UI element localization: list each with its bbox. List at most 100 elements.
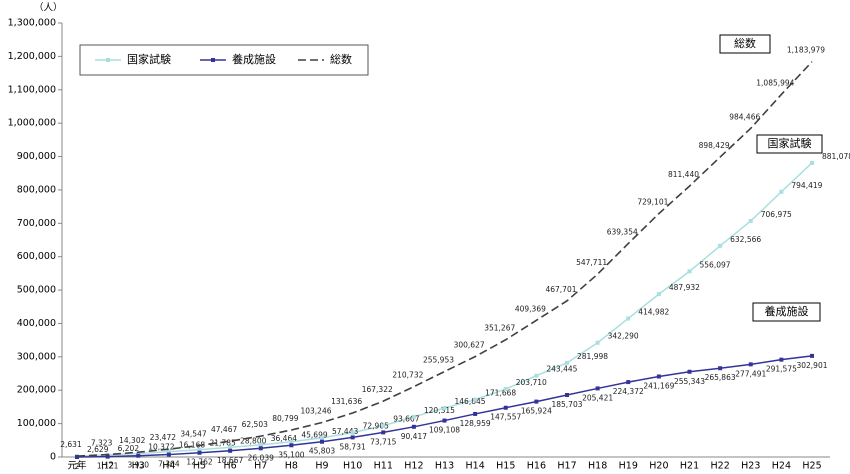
- point: [534, 373, 539, 378]
- value-label: 210,732: [392, 371, 423, 380]
- value-label: 255,953: [423, 356, 454, 365]
- point: [565, 360, 569, 365]
- value-label: 281,998: [577, 352, 608, 361]
- value-label: 224,372: [613, 387, 644, 396]
- value-label: 243,445: [546, 365, 577, 374]
- point: [350, 430, 355, 435]
- value-label: 185,703: [551, 400, 582, 409]
- series-line: [76, 61, 813, 457]
- point: [626, 316, 631, 321]
- x-tick-label: H14: [466, 461, 485, 472]
- x-tick-label: H21: [680, 461, 699, 472]
- value-label: 351,267: [484, 324, 515, 333]
- value-label: 2,631: [60, 440, 82, 449]
- y-tick-label: 1,100,000: [8, 84, 56, 95]
- x-tick-label: 元年: [67, 460, 87, 472]
- point: [595, 340, 600, 345]
- value-label: 73,715: [370, 437, 396, 446]
- y-tick-label: 800,000: [17, 184, 56, 195]
- point: [166, 449, 171, 454]
- value-label: 47,467: [211, 425, 237, 434]
- value-label: 414,982: [638, 307, 669, 316]
- point: [258, 446, 263, 451]
- point: [779, 189, 784, 194]
- value-label: 547,711: [576, 258, 607, 267]
- x-tick-label: H15: [496, 461, 515, 472]
- point: [350, 435, 355, 440]
- x-tick-label: H5: [193, 461, 206, 472]
- value-label: 203,710: [516, 378, 547, 387]
- value-label: 14,302: [119, 436, 145, 445]
- y-tick-label: 300,000: [17, 351, 56, 362]
- point: [136, 453, 141, 458]
- y-tick-label: 700,000: [17, 218, 56, 229]
- point: [534, 399, 539, 404]
- value-label: 729,101: [637, 198, 668, 207]
- value-label: 881,078: [822, 152, 850, 161]
- point: [687, 269, 692, 274]
- value-label: 90,417: [401, 432, 427, 441]
- value-label: 7,323: [91, 439, 113, 448]
- annotation-box: [756, 134, 823, 154]
- legend-label: 総数: [330, 52, 352, 66]
- y-tick-label: 0: [50, 452, 56, 463]
- value-label: 26,039: [248, 453, 274, 462]
- point: [228, 448, 233, 453]
- point: [473, 397, 478, 402]
- annotation: 養成施設: [765, 304, 809, 318]
- y-tick-label: 200,000: [17, 385, 56, 396]
- y-tick-label: 900,000: [17, 151, 56, 162]
- x-tick-label: H24: [772, 461, 791, 472]
- point: [228, 445, 233, 450]
- x-tick-label: H11: [374, 461, 393, 472]
- x-tick-label: H10: [343, 461, 362, 472]
- legend-marker: [106, 58, 110, 62]
- point: [289, 439, 294, 444]
- value-label: 165,924: [521, 407, 552, 416]
- point: [197, 447, 202, 452]
- point: [595, 386, 600, 391]
- y-tick-label: 600,000: [17, 251, 56, 262]
- point: [411, 414, 416, 419]
- value-label: 3,930: [128, 461, 150, 470]
- point: [136, 451, 141, 456]
- x-tick-label: H17: [557, 461, 576, 472]
- value-label: 103,246: [300, 407, 331, 416]
- point: [75, 454, 79, 459]
- value-label: 16,168: [179, 441, 205, 450]
- y-tick-label: 400,000: [17, 318, 56, 329]
- point: [779, 357, 784, 362]
- value-label: 1,085,994: [756, 78, 794, 87]
- legend-label: 国家試験: [127, 52, 171, 66]
- x-tick-label: H8: [285, 461, 298, 472]
- x-tick-label: H6: [224, 461, 237, 472]
- value-label: 811,440: [668, 170, 699, 179]
- value-label: 128,959: [460, 419, 491, 428]
- value-label: 265,863: [705, 373, 736, 382]
- value-label: 109,108: [429, 426, 460, 435]
- point: [105, 454, 110, 459]
- value-label: 131,636: [331, 397, 362, 406]
- value-label: 35,100: [278, 450, 304, 459]
- point: [503, 386, 508, 391]
- value-label: 34,547: [180, 429, 206, 438]
- point: [289, 443, 294, 448]
- value-label: 120,315: [424, 406, 455, 415]
- point: [810, 160, 814, 165]
- point: [381, 423, 386, 428]
- x-tick-label: H18: [588, 461, 607, 472]
- annotation-box: [752, 302, 821, 322]
- y-tick-label: 1,200,000: [8, 51, 56, 62]
- annotation-box: [719, 34, 771, 54]
- point: [442, 418, 447, 423]
- value-label: 72,905: [363, 422, 389, 431]
- legend-label: 養成施設: [232, 52, 276, 66]
- value-label: 291,575: [766, 365, 797, 374]
- value-label: 984,466: [729, 112, 760, 121]
- point: [473, 411, 478, 416]
- value-label: 1,183,979: [787, 46, 825, 55]
- value-label: 556,097: [700, 260, 731, 269]
- x-tick-label: H25: [802, 461, 821, 472]
- value-label: 21,785: [210, 439, 236, 448]
- point: [166, 452, 171, 457]
